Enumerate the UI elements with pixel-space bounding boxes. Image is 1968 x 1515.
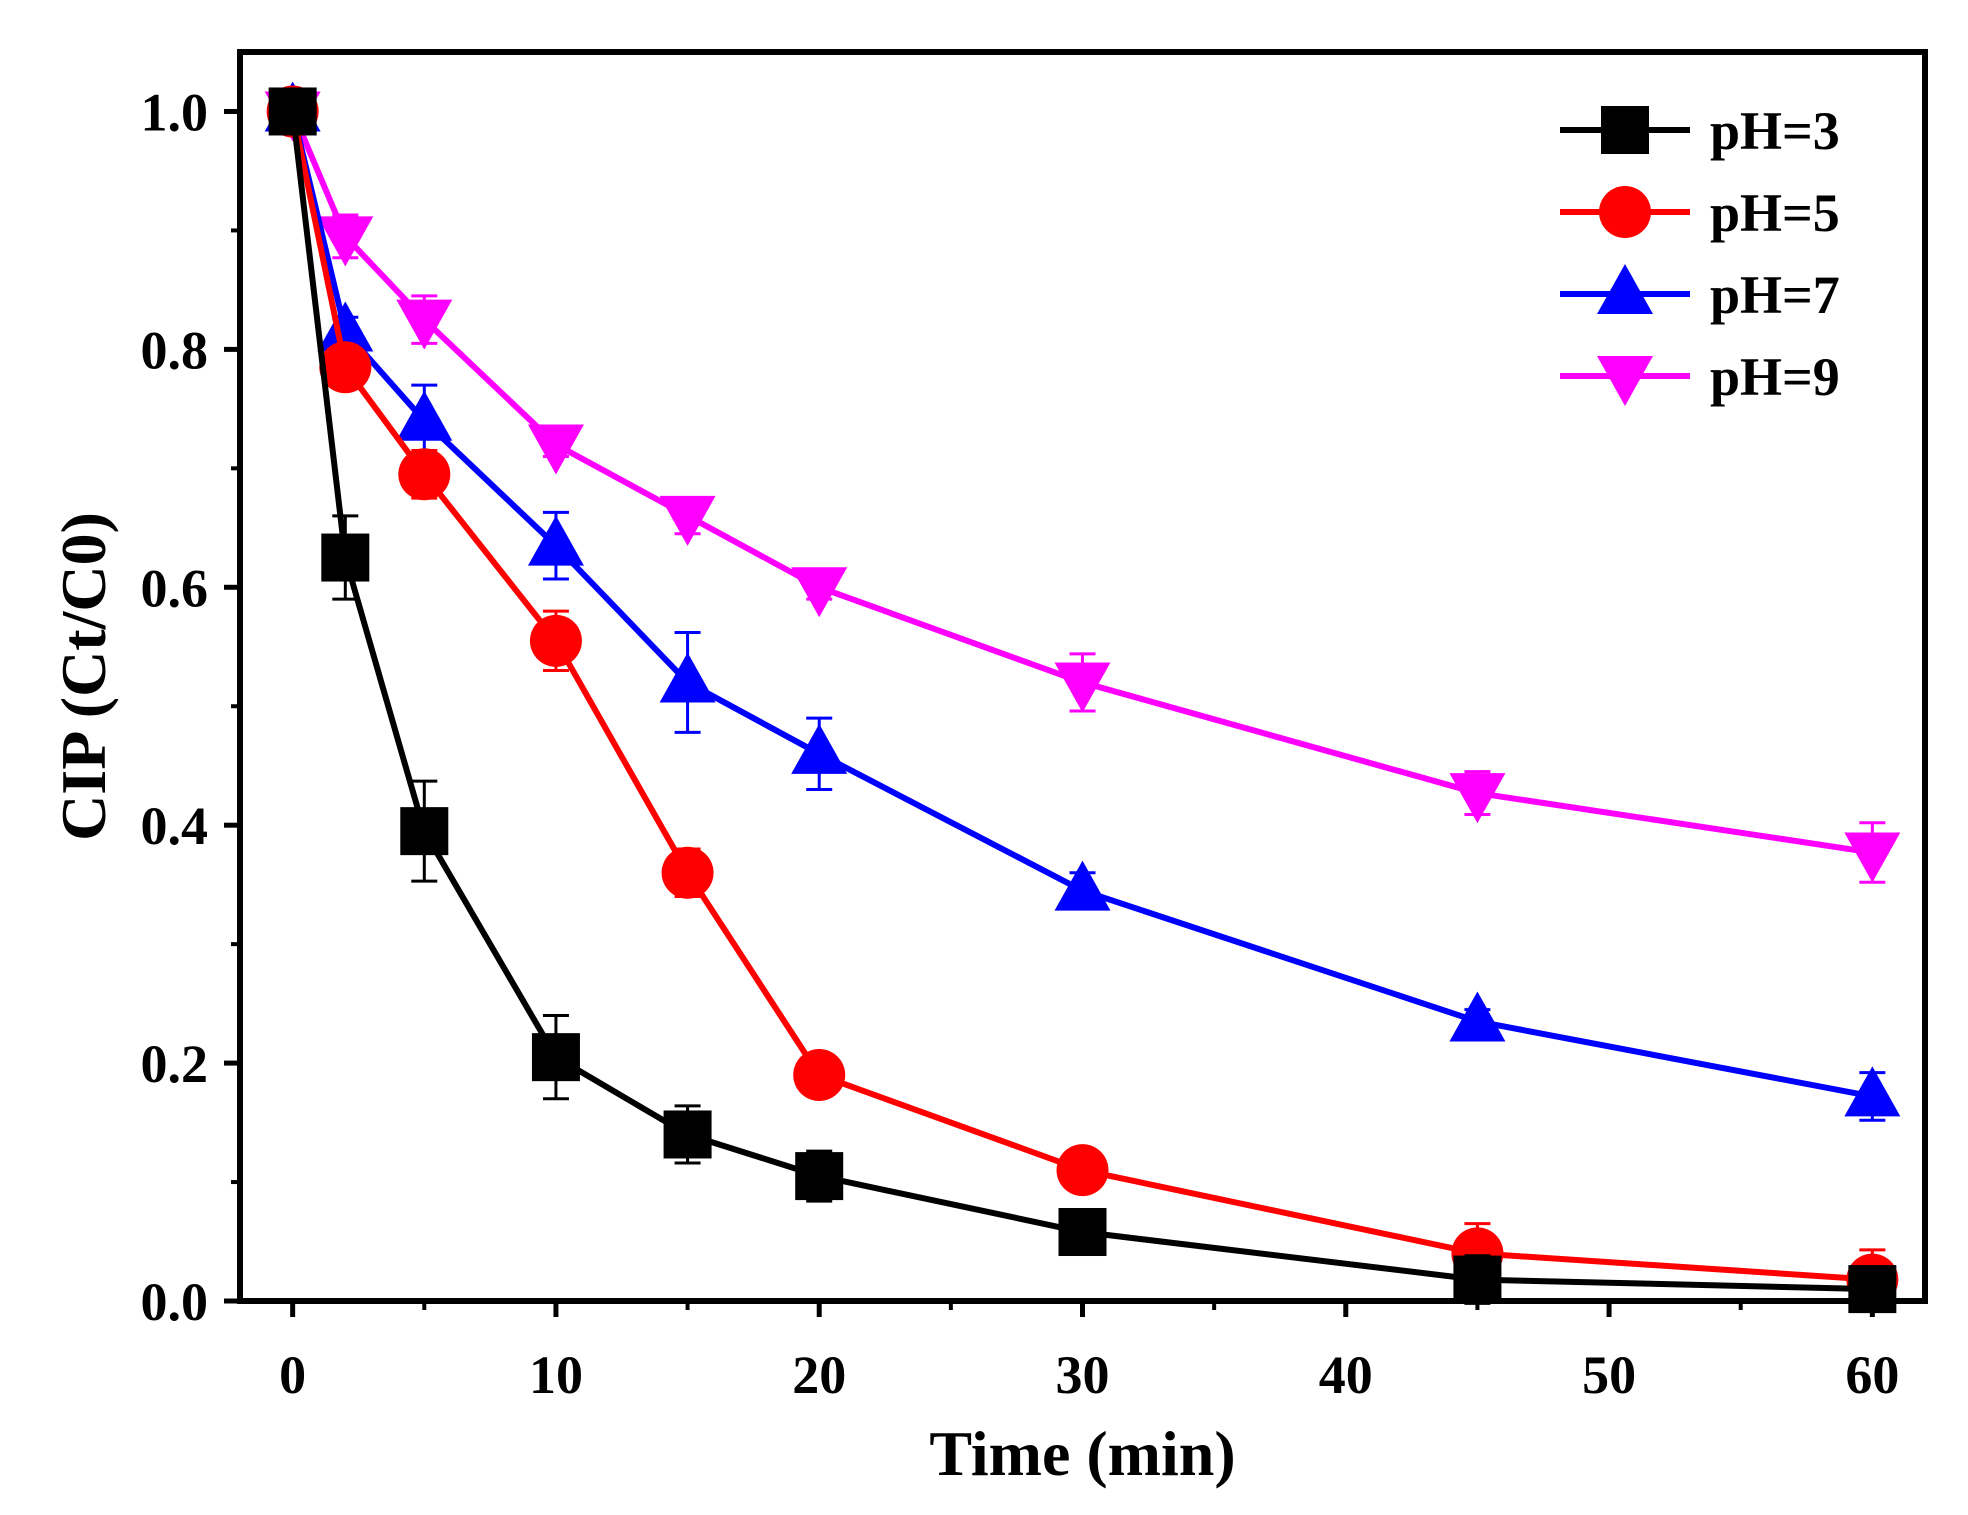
legend-label: pH=9 (1710, 347, 1840, 407)
data-point (659, 495, 716, 546)
legend-label: pH=7 (1710, 265, 1840, 325)
data-point (1449, 773, 1506, 824)
data-point (529, 614, 582, 667)
legend-entry: pH=7 (1560, 264, 1840, 325)
x-axis-title: Time (min) (929, 1418, 1235, 1489)
data-point (396, 299, 453, 350)
data-point (795, 1152, 844, 1201)
data-point (659, 652, 716, 703)
series-pH=9 (264, 91, 1901, 884)
data-point (1056, 1144, 1109, 1197)
y-tick-label: 0.4 (141, 796, 209, 856)
series-pH=3 (268, 87, 1897, 1314)
legend-marker (1597, 356, 1653, 406)
x-tick-label: 60 (1845, 1345, 1899, 1405)
data-point (398, 448, 451, 501)
y-axis-title: CIP (Ct/C0) (48, 512, 119, 841)
data-point (527, 424, 584, 475)
data-point (791, 723, 848, 774)
data-point (1054, 662, 1111, 713)
data-point (396, 390, 453, 441)
x-tick-label: 0 (279, 1345, 306, 1405)
data-point (268, 87, 317, 136)
legend-entry: pH=3 (1560, 101, 1840, 161)
data-point (321, 533, 370, 582)
x-tick-label: 10 (529, 1345, 583, 1405)
data-point (400, 807, 449, 856)
data-point (1453, 1255, 1502, 1304)
legend-label: pH=3 (1710, 101, 1840, 161)
data-point (661, 846, 714, 899)
legend-marker (1599, 186, 1651, 238)
data-point (663, 1110, 712, 1159)
legend-entry: pH=9 (1560, 347, 1840, 407)
data-point (791, 567, 848, 618)
data-point (1054, 860, 1111, 911)
data-point (317, 301, 374, 352)
plot-area (264, 81, 1901, 1314)
y-tick-label: 0.2 (141, 1034, 209, 1094)
data-point (1844, 1066, 1901, 1117)
legend-marker (1597, 264, 1653, 314)
legend-label: pH=5 (1710, 183, 1840, 243)
legend-marker (1601, 106, 1649, 154)
data-point (1844, 832, 1901, 883)
x-tick-label: 40 (1319, 1345, 1373, 1405)
y-tick-label: 1.0 (141, 82, 209, 142)
data-point (319, 341, 372, 394)
y-tick-label: 0.0 (141, 1272, 209, 1332)
series-pH=7 (264, 81, 1901, 1122)
axes: 0 10 20 30 40 50 60 0.0 0.2 0.4 0.6 0.8 1.0 (141, 82, 1900, 1405)
legend-entry: pH=5 (1560, 183, 1840, 243)
x-tick-label: 50 (1582, 1345, 1636, 1405)
legend: pH=3 pH=5 pH=7 pH=9 (1560, 101, 1840, 407)
y-tick-label: 0.8 (141, 320, 209, 380)
x-tick-label: 20 (792, 1345, 846, 1405)
data-point (1449, 991, 1506, 1042)
data-point (527, 515, 584, 566)
data-point (531, 1033, 580, 1082)
data-point (793, 1048, 846, 1101)
data-point (1058, 1208, 1107, 1257)
x-tick-label: 30 (1056, 1345, 1110, 1405)
data-point (317, 216, 374, 267)
y-tick-label: 0.6 (141, 558, 209, 618)
